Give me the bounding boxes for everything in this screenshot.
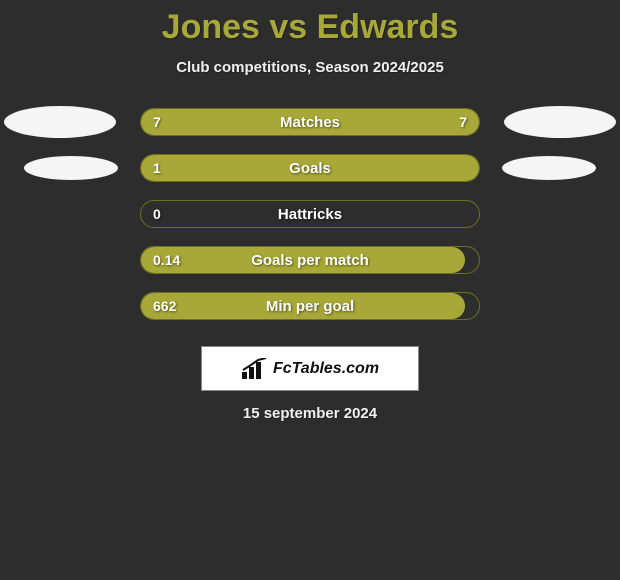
logo-text: FcTables.com	[273, 360, 379, 378]
metric-value-left: 7	[153, 109, 161, 135]
player-right-marker	[502, 156, 596, 180]
metric-rows: Matches77Goals1Hattricks0Goals per match…	[0, 108, 620, 338]
player-left-marker	[4, 106, 116, 138]
player-left-marker	[24, 156, 118, 180]
metric-bar: Matches77	[140, 108, 480, 136]
metric-row: Goals1	[0, 154, 620, 182]
metric-row: Min per goal662	[0, 292, 620, 320]
metric-bar: Goals per match0.14	[140, 246, 480, 274]
bars-icon	[241, 358, 269, 380]
metric-value-right: 7	[459, 109, 467, 135]
page-subtitle: Club competitions, Season 2024/2025	[176, 59, 444, 76]
metric-bar: Goals1	[140, 154, 480, 182]
metric-row: Goals per match0.14	[0, 246, 620, 274]
logo-box[interactable]: FcTables.com	[201, 346, 419, 391]
metric-row: Matches77	[0, 108, 620, 136]
comparison-card: Jones vs Edwards Club competitions, Seas…	[0, 0, 620, 422]
metric-value-left: 0	[153, 201, 161, 227]
logo-inner: FcTables.com	[241, 358, 379, 380]
metric-value-left: 1	[153, 155, 161, 181]
bar-fill	[141, 155, 479, 181]
metric-value-left: 662	[153, 293, 176, 319]
metric-bar: Min per goal662	[140, 292, 480, 320]
metric-value-left: 0.14	[153, 247, 180, 273]
date-label: 15 september 2024	[243, 405, 377, 422]
metric-label: Hattricks	[141, 201, 479, 227]
metric-row: Hattricks0	[0, 200, 620, 228]
bar-fill-left	[141, 247, 465, 273]
metric-bar: Hattricks0	[140, 200, 480, 228]
bar-fill-left	[141, 293, 465, 319]
bar-fill	[141, 109, 479, 135]
player-right-marker	[504, 106, 616, 138]
page-title: Jones vs Edwards	[162, 8, 459, 47]
